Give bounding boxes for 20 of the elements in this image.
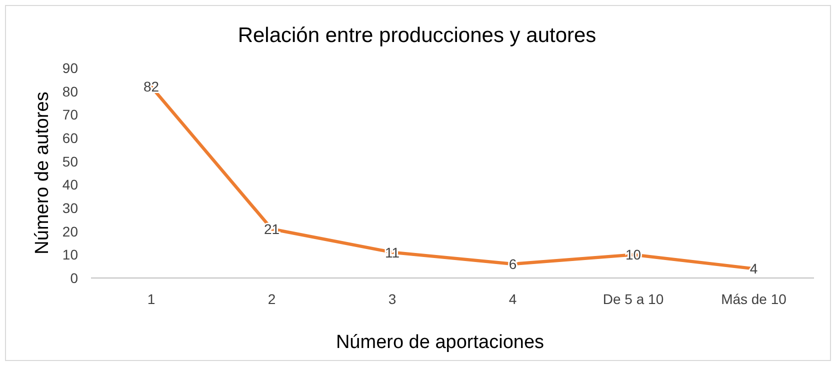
y-tick-label: 90 bbox=[62, 60, 78, 76]
y-tick-label: 60 bbox=[62, 130, 78, 146]
y-tick-label: 10 bbox=[62, 246, 78, 263]
y-tick-label: 50 bbox=[62, 153, 78, 170]
data-label: 82 bbox=[143, 78, 160, 95]
chart-title: Relación entre producciones y autores bbox=[238, 24, 596, 47]
x-tick-label: 1 bbox=[147, 291, 156, 307]
y-tick-label: 80 bbox=[62, 83, 78, 100]
x-tick-label: 4 bbox=[508, 291, 517, 307]
y-tick-label: 70 bbox=[62, 106, 78, 123]
x-tick-label: 2 bbox=[268, 291, 276, 307]
y-tick-label: 40 bbox=[62, 176, 78, 193]
y-tick-label: 20 bbox=[62, 223, 78, 240]
x-tick-label: De 5 a 10 bbox=[602, 291, 664, 307]
y-tick-label: 30 bbox=[62, 200, 78, 216]
x-tick-label: Más de 10 bbox=[721, 291, 787, 307]
y-axis-title: Número de autores bbox=[32, 92, 53, 254]
x-tick-label: 3 bbox=[388, 291, 396, 307]
x-axis-title: Número de aportaciones bbox=[336, 332, 544, 353]
y-tick-label: 0 bbox=[70, 270, 78, 286]
